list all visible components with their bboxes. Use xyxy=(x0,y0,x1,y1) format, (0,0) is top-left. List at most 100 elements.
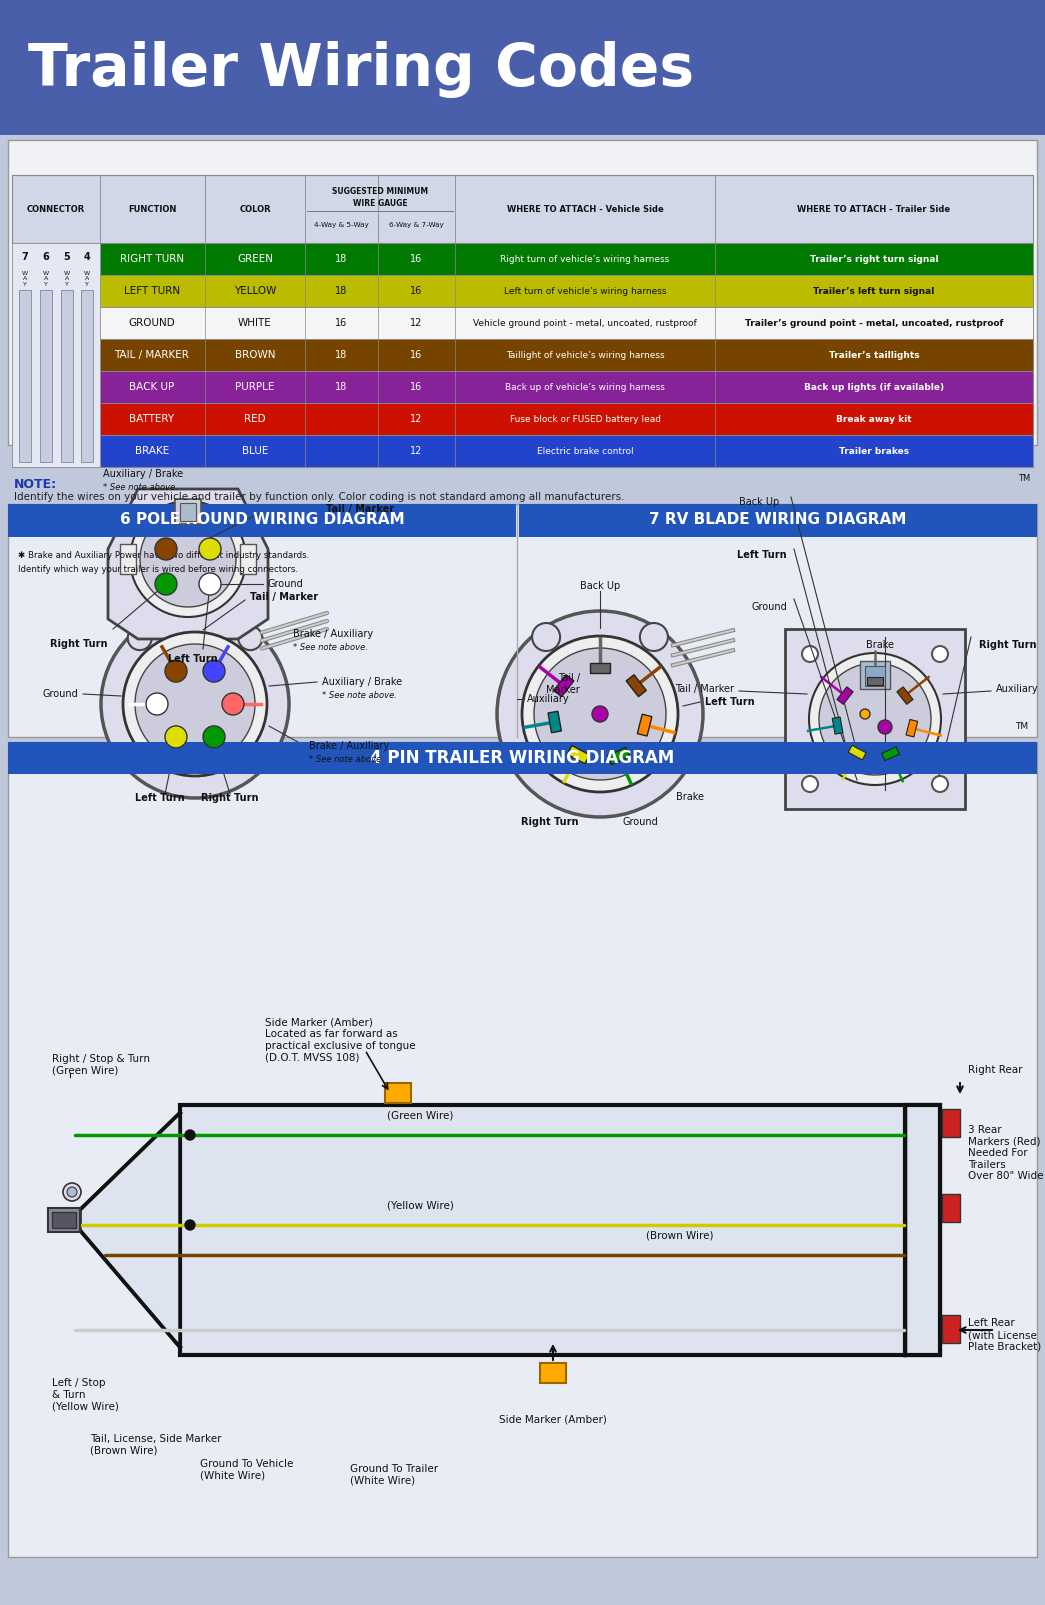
Text: Right turn of vehicle’s wiring harness: Right turn of vehicle’s wiring harness xyxy=(501,255,670,263)
Text: 3 Rear
Markers (Red)
Needed For
Trailers
Over 80" Wide: 3 Rear Markers (Red) Needed For Trailers… xyxy=(968,1125,1044,1181)
Text: Brake / Auxiliary: Brake / Auxiliary xyxy=(293,629,373,639)
Text: NOTE:: NOTE: xyxy=(14,478,57,491)
Text: Auxiliary / Brake: Auxiliary / Brake xyxy=(103,469,183,478)
Bar xyxy=(11,403,1034,435)
Circle shape xyxy=(199,573,220,595)
Text: (Yellow Wire): (Yellow Wire) xyxy=(387,1201,454,1212)
Bar xyxy=(626,674,647,697)
Bar xyxy=(540,1363,566,1384)
Bar xyxy=(942,1109,960,1136)
Circle shape xyxy=(860,709,870,719)
Text: BROWN: BROWN xyxy=(235,350,275,360)
Circle shape xyxy=(532,623,560,652)
Text: Side Marker (Amber): Side Marker (Amber) xyxy=(500,1416,607,1425)
Text: Trailer brakes: Trailer brakes xyxy=(839,446,909,456)
Bar xyxy=(832,717,843,733)
Text: Vehicle ground point - metal, uncoated, rustproof: Vehicle ground point - metal, uncoated, … xyxy=(473,318,697,327)
Bar xyxy=(906,719,918,737)
Text: Trailer’s taillights: Trailer’s taillights xyxy=(829,350,920,360)
Bar xyxy=(867,677,883,685)
Circle shape xyxy=(155,573,177,595)
Text: GREEN: GREEN xyxy=(237,254,273,263)
Text: Brake / Auxiliary: Brake / Auxiliary xyxy=(309,742,389,751)
Polygon shape xyxy=(80,1112,180,1347)
Polygon shape xyxy=(108,490,268,639)
Circle shape xyxy=(185,1130,195,1140)
Bar xyxy=(52,1212,76,1228)
Text: 18: 18 xyxy=(334,254,347,263)
Bar xyxy=(385,1083,411,1103)
Text: Tail / Marker: Tail / Marker xyxy=(250,592,318,602)
Bar xyxy=(942,1314,960,1343)
Bar xyxy=(180,1104,940,1355)
Text: WHERE TO ATTACH - Vehicle Side: WHERE TO ATTACH - Vehicle Side xyxy=(507,204,664,213)
Text: (Brown Wire): (Brown Wire) xyxy=(646,1231,714,1241)
Bar xyxy=(11,242,100,467)
Text: TM: TM xyxy=(1015,722,1028,730)
Text: RIGHT TURN: RIGHT TURN xyxy=(120,254,184,263)
Text: LEFT TURN: LEFT TURN xyxy=(124,286,180,295)
Text: Identify the wires on your vehicle and trailer by function only. Color coding is: Identify the wires on your vehicle and t… xyxy=(14,493,625,502)
Text: 16: 16 xyxy=(410,254,422,263)
Text: 4: 4 xyxy=(84,252,90,262)
Bar xyxy=(837,687,853,705)
Text: GROUND: GROUND xyxy=(129,318,176,327)
Text: BATTERY: BATTERY xyxy=(130,414,175,424)
Text: 7: 7 xyxy=(22,252,28,262)
Text: Right / Stop & Turn
(Green Wire): Right / Stop & Turn (Green Wire) xyxy=(52,1054,150,1075)
Circle shape xyxy=(819,663,931,775)
Text: Taillight of vehicle’s wiring harness: Taillight of vehicle’s wiring harness xyxy=(506,350,665,360)
Text: WIRE GAUGE: WIRE GAUGE xyxy=(353,199,408,207)
Bar xyxy=(554,674,574,697)
Text: Ground: Ground xyxy=(751,602,787,612)
Text: (Green Wire): (Green Wire) xyxy=(387,1111,454,1120)
Text: * See note above.: * See note above. xyxy=(309,754,384,764)
Text: Electric brake control: Electric brake control xyxy=(537,446,633,456)
Text: 12: 12 xyxy=(410,446,422,456)
Circle shape xyxy=(932,775,948,791)
Circle shape xyxy=(185,1220,195,1229)
Text: 4 PIN TRAILER WIRING DIAGRAM: 4 PIN TRAILER WIRING DIAGRAM xyxy=(370,750,674,767)
Bar xyxy=(8,504,516,538)
Text: Ground: Ground xyxy=(268,579,304,589)
Text: FUNCTION: FUNCTION xyxy=(127,204,177,213)
Circle shape xyxy=(165,725,187,748)
Text: Right Turn: Right Turn xyxy=(521,817,579,827)
Text: 12: 12 xyxy=(410,414,422,424)
Bar xyxy=(865,666,885,685)
Text: Left Turn: Left Turn xyxy=(135,793,185,802)
Bar xyxy=(0,0,1045,135)
Text: Side Marker (Amber)
Located as far forward as
practical exclusive of tongue
(D.O: Side Marker (Amber) Located as far forwa… xyxy=(265,1018,416,1063)
Circle shape xyxy=(155,538,177,560)
Text: Right Turn: Right Turn xyxy=(979,640,1037,650)
Bar xyxy=(519,504,1037,538)
Bar xyxy=(8,504,1037,737)
Bar xyxy=(897,687,913,705)
Text: Ground: Ground xyxy=(622,817,658,827)
Circle shape xyxy=(146,693,168,714)
Text: 16: 16 xyxy=(410,350,422,360)
Text: Brake: Brake xyxy=(866,640,895,650)
Text: Left Turn: Left Turn xyxy=(168,653,217,664)
Text: TM: TM xyxy=(1018,473,1030,483)
Text: 18: 18 xyxy=(334,350,347,360)
Bar xyxy=(11,339,1034,371)
Bar xyxy=(882,746,900,761)
Text: Ground To Trailer
(White Wire): Ground To Trailer (White Wire) xyxy=(350,1464,438,1486)
Text: Auxiliary: Auxiliary xyxy=(527,693,570,705)
Text: W
A
Y: W A Y xyxy=(84,271,90,287)
Text: 5: 5 xyxy=(64,252,70,262)
Bar xyxy=(567,745,589,764)
Text: Left turn of vehicle’s wiring harness: Left turn of vehicle’s wiring harness xyxy=(504,287,667,295)
Circle shape xyxy=(878,721,892,733)
Circle shape xyxy=(130,501,246,616)
Bar xyxy=(11,242,1034,274)
Text: Trailer’s ground point - metal, uncoated, rustproof: Trailer’s ground point - metal, uncoated… xyxy=(745,318,1003,327)
Text: Trailer Wiring Codes: Trailer Wiring Codes xyxy=(28,42,694,98)
Circle shape xyxy=(802,645,818,661)
Bar xyxy=(11,307,1034,339)
Text: BLUE: BLUE xyxy=(241,446,269,456)
Circle shape xyxy=(203,660,225,682)
Circle shape xyxy=(593,706,608,722)
Text: Left Turn: Left Turn xyxy=(705,697,754,706)
